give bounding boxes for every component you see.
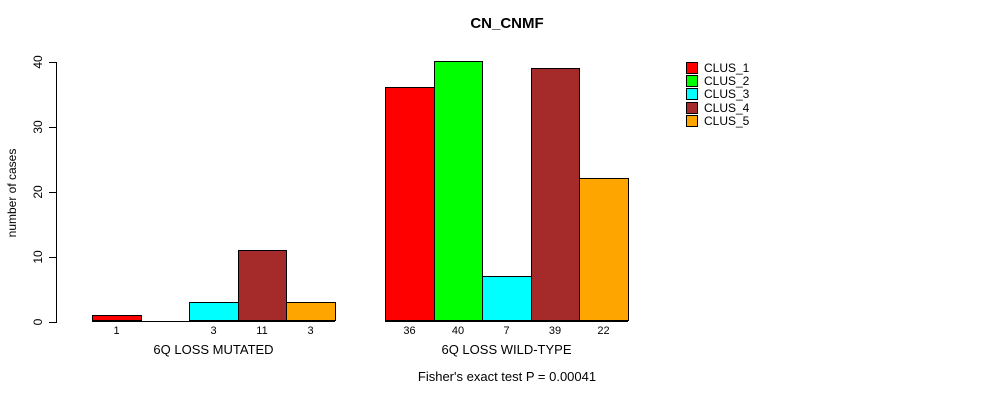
bar-value-label: 22 <box>597 325 610 337</box>
bar-value-label: 36 <box>403 325 416 337</box>
bar-clus_3-group2 <box>482 275 532 321</box>
bar-clus_1-group1 <box>92 314 142 321</box>
y-axis-label: number of cases <box>5 148 19 238</box>
y-tick-label: 30 <box>31 120 45 134</box>
legend-item: CLUS_4 <box>686 101 749 114</box>
legend-item: CLUS_2 <box>686 74 750 89</box>
y-tick-mark <box>49 256 57 258</box>
clus_1-swatch-icon <box>686 61 698 74</box>
legend: CLUS_1 CLUS_2 CLUS_3 CLUS_4 CLUS_5 <box>686 61 749 128</box>
bar-value-label: 1 <box>113 325 120 337</box>
chart-title: CN_CNMF <box>470 15 544 32</box>
group-label-wildtype: 6Q LOSS WILD-TYPE <box>441 342 572 357</box>
y-tick-mark <box>49 126 57 128</box>
y-tick-mark <box>49 61 57 63</box>
x-axis-baseline <box>385 321 628 323</box>
bar-clus_5-group1 <box>286 301 336 321</box>
bar-value-label: 40 <box>451 325 465 337</box>
clus_2-swatch-icon <box>686 75 698 88</box>
legend-item-label: CLUS_2 <box>704 74 750 89</box>
group-label-mutated: 6Q LOSS MUTATED <box>153 342 274 357</box>
y-tick-mark <box>49 321 57 323</box>
clus_5-swatch-icon <box>686 115 698 128</box>
y-tick-label: 10 <box>31 250 45 264</box>
bar-value-label: 3 <box>307 325 314 337</box>
bar-clus_3-group1 <box>189 301 239 321</box>
bar-clus_4-group2 <box>531 67 580 321</box>
y-tick-label: 20 <box>31 185 45 199</box>
legend-item-label: CLUS_1 <box>704 60 750 75</box>
clus_3-swatch-icon <box>686 88 698 101</box>
legend-item: CLUS_1 <box>686 61 749 74</box>
legend-item: CLUS_3 <box>686 88 749 101</box>
y-tick-mark <box>49 191 57 193</box>
y-tick-label: 0 <box>31 318 45 326</box>
legend-item: CLUS_5 <box>686 115 749 128</box>
y-tick-label: 40 <box>31 55 45 69</box>
x-axis-baseline <box>92 321 335 323</box>
clus_4-swatch-icon <box>686 101 698 114</box>
bar-value-label: 3 <box>210 325 217 337</box>
bar-value-label: 39 <box>548 325 562 337</box>
bar-clus_4-group1 <box>238 249 287 321</box>
bar-clus_5-group2 <box>579 178 629 321</box>
bar-clus_2-group2 <box>434 61 483 321</box>
legend-item-label: CLUS_5 <box>704 114 750 129</box>
fisher-test-annotation: Fisher's exact test P = 0.00041 <box>417 369 597 384</box>
bar-value-label: 11 <box>256 325 268 337</box>
bar-clus_1-group2 <box>385 87 435 321</box>
legend-item-label: CLUS_4 <box>704 100 750 115</box>
legend-item-label: CLUS_3 <box>704 87 750 102</box>
bar-value-label: 7 <box>503 325 510 337</box>
